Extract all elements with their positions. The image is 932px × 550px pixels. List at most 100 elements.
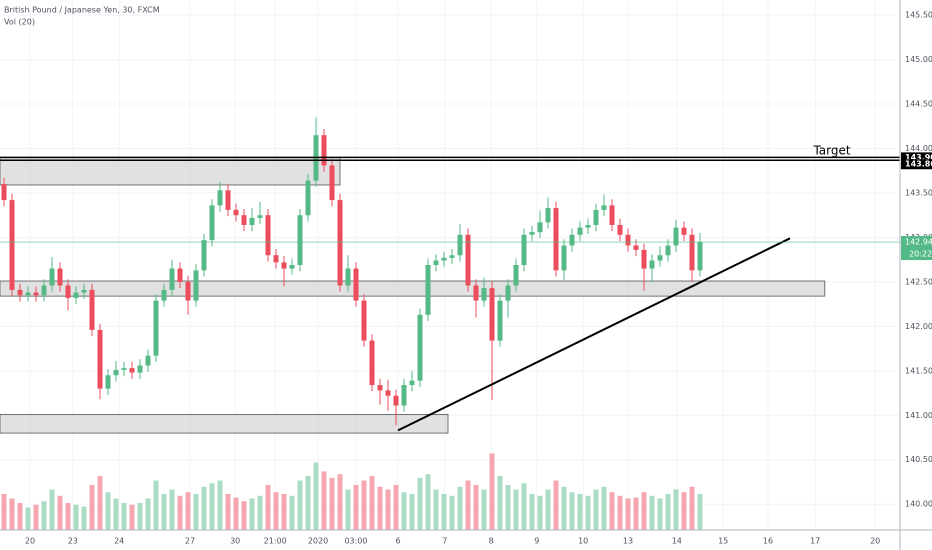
annotation: Target bbox=[812, 144, 850, 158]
candle-body bbox=[441, 257, 447, 261]
candle-body bbox=[321, 135, 327, 166]
candle-body bbox=[401, 385, 407, 406]
volume-bar bbox=[433, 489, 439, 530]
candle-body bbox=[33, 292, 39, 296]
volume-bar bbox=[529, 494, 535, 530]
candle-body bbox=[249, 217, 255, 225]
candle-body bbox=[265, 215, 271, 256]
candle-body bbox=[489, 288, 495, 341]
volume-bar bbox=[121, 503, 127, 530]
candle-body bbox=[697, 241, 703, 271]
volume-bar bbox=[185, 492, 191, 530]
volume-bar bbox=[553, 480, 559, 530]
candle-body bbox=[137, 365, 143, 373]
candle-body bbox=[185, 281, 191, 301]
volume-bar bbox=[633, 497, 639, 530]
candle-body bbox=[553, 208, 559, 271]
candle-body bbox=[1, 184, 7, 201]
volume-bar bbox=[417, 477, 423, 530]
candle-body bbox=[425, 265, 431, 315]
volume-bar bbox=[177, 495, 183, 530]
volume-bar bbox=[153, 480, 159, 530]
candle-body bbox=[97, 329, 103, 389]
volume-bar bbox=[665, 494, 671, 530]
volume-bar bbox=[337, 474, 343, 530]
candle-body bbox=[345, 268, 351, 286]
candle-body bbox=[625, 234, 631, 246]
volume-bar bbox=[73, 504, 79, 530]
zone bbox=[0, 156, 341, 186]
candle-body bbox=[665, 245, 671, 256]
candle-body bbox=[649, 260, 655, 269]
volume-bar bbox=[345, 489, 351, 530]
trendline bbox=[397, 237, 791, 432]
volume-bar bbox=[33, 504, 39, 530]
volume-legend: Vol (20) bbox=[4, 18, 35, 27]
candle-body bbox=[513, 265, 519, 286]
volume-bar bbox=[137, 503, 143, 530]
candle-body bbox=[593, 209, 599, 225]
candle-body bbox=[601, 205, 607, 210]
candle-body bbox=[505, 285, 511, 301]
volume-bar bbox=[361, 480, 367, 530]
volume-bar bbox=[489, 453, 495, 530]
volume-bar bbox=[465, 480, 471, 530]
volume-bar bbox=[81, 506, 87, 530]
volume-bar bbox=[545, 489, 551, 530]
y-tick-label: 140.50 bbox=[905, 455, 932, 464]
volume-bar bbox=[641, 492, 647, 530]
volume-bar bbox=[105, 492, 111, 530]
candle-body bbox=[161, 289, 167, 301]
volume-bar bbox=[9, 498, 15, 530]
volume-bar bbox=[369, 476, 375, 530]
volume-bar bbox=[89, 485, 95, 530]
volume-bar bbox=[265, 485, 271, 530]
last-price-bg bbox=[901, 236, 932, 261]
volume-bar bbox=[313, 462, 319, 530]
candle-body bbox=[241, 215, 247, 225]
volume-bar bbox=[441, 494, 447, 530]
volume-bar bbox=[689, 486, 695, 530]
y-tick-label: 142.00 bbox=[905, 322, 932, 331]
candle-body bbox=[233, 209, 239, 216]
candle-body bbox=[545, 208, 551, 223]
x-tick-label: 20 bbox=[870, 537, 880, 546]
candle-body bbox=[537, 222, 543, 233]
candle-body bbox=[105, 375, 111, 389]
candle-body bbox=[473, 285, 479, 301]
volume-bar bbox=[577, 494, 583, 530]
candle-body bbox=[609, 205, 615, 225]
candle-body bbox=[641, 249, 647, 269]
y-tick-label: 141.00 bbox=[905, 411, 932, 420]
candle-body bbox=[353, 268, 359, 301]
x-tick-label: 16 bbox=[763, 537, 773, 546]
x-tick-label: 8 bbox=[489, 537, 494, 546]
volume-bar bbox=[233, 497, 239, 530]
volume-bar bbox=[649, 495, 655, 530]
volume-bar bbox=[41, 501, 47, 530]
volume-bar bbox=[329, 477, 335, 530]
candle-body bbox=[41, 285, 47, 296]
candle-body bbox=[25, 292, 31, 296]
volume-bar bbox=[393, 485, 399, 530]
candle-body bbox=[169, 268, 175, 290]
volume-bar bbox=[385, 489, 391, 530]
level-label-bg bbox=[901, 152, 932, 163]
candle-body bbox=[305, 180, 311, 216]
candle-body bbox=[289, 265, 295, 269]
volume-bar bbox=[209, 483, 215, 530]
volume-bar bbox=[297, 480, 303, 530]
candle-body bbox=[481, 288, 487, 301]
volume-bar bbox=[217, 480, 223, 530]
volume-bar bbox=[273, 492, 279, 530]
volume-bar bbox=[609, 492, 615, 530]
x-tick-label: 03:00 bbox=[344, 537, 367, 546]
candle-body bbox=[121, 368, 127, 370]
x-tick-label: 24 bbox=[114, 537, 124, 546]
x-tick-label: 15 bbox=[718, 537, 728, 546]
volume-bar bbox=[569, 492, 575, 530]
candle-body bbox=[113, 369, 119, 376]
volume-bar bbox=[537, 495, 543, 530]
volume-bar bbox=[57, 495, 63, 530]
candle-body bbox=[337, 200, 343, 286]
